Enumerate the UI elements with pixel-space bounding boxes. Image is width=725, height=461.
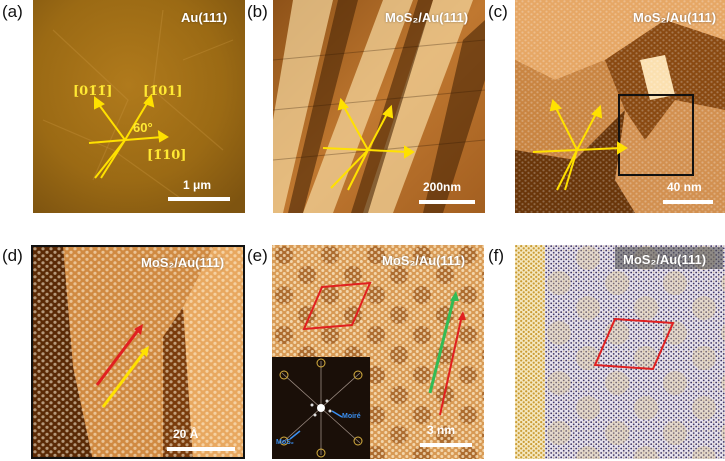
scale-bar-d — [167, 447, 235, 451]
panel-e-title: MoS₂/Au(111) — [382, 253, 466, 268]
direction-label-110: [1̄10] — [147, 148, 187, 163]
arrow-set-c — [532, 99, 628, 191]
panel-label-a: (a) — [2, 2, 23, 21]
panel-f-title: MoS₂/Au(111) — [623, 252, 707, 267]
panel-f-image: MoS₂/Au(111) — [515, 245, 725, 459]
fft-inset — [272, 357, 370, 459]
direction-label-101: [1̄01] — [143, 84, 183, 99]
panel-e-image: Moiré MoS₂ MoS₂/Au(111) 3 nm — [272, 245, 484, 459]
panel-label-e: (e) — [247, 246, 268, 265]
arrow-set-b — [322, 97, 415, 191]
direction-label-011: [01̄1̄] — [73, 84, 113, 99]
panel-c-image: MoS₂/Au(111) 40 nm — [515, 0, 725, 213]
scale-label-c: 40 nm — [667, 180, 702, 194]
inset-label-mos2: MoS₂ — [276, 439, 294, 446]
scale-bar-e — [420, 443, 472, 447]
panel-b-title: MoS₂/Au(111) — [385, 10, 469, 25]
panel-c-title: MoS₂/Au(111) — [633, 10, 717, 25]
panel-a-image: [01̄1̄] [1̄01] [1̄10] 60° Au(111) 1 μm — [33, 0, 245, 213]
inset-label-moire: Moiré — [342, 413, 361, 420]
arrow-set-a — [88, 93, 169, 179]
scale-label-e: 3 nm — [427, 423, 456, 437]
panel-label-b: (b) — [247, 2, 268, 21]
scale-label-b: 200nm — [423, 180, 462, 194]
scale-label-d: 20 Å — [173, 427, 199, 441]
panel-d-title: MoS₂/Au(111) — [141, 255, 225, 270]
panel-label-d: (d) — [2, 246, 23, 265]
panel-label-f: (f) — [488, 246, 505, 265]
scale-bar-c — [663, 200, 713, 204]
panel-label-c: (c) — [488, 2, 508, 21]
panel-b-image: MoS₂/Au(111) 200nm — [273, 0, 485, 213]
scale-bar-b — [419, 200, 475, 204]
angle-label: 60° — [133, 120, 153, 135]
panel-d-image: MoS₂/Au(111) 20 Å — [31, 245, 245, 459]
scale-bar-a — [168, 197, 230, 201]
panel-a-title: Au(111) — [181, 10, 228, 25]
scale-label-a: 1 μm — [183, 178, 212, 192]
zoom-box-c — [618, 94, 694, 176]
